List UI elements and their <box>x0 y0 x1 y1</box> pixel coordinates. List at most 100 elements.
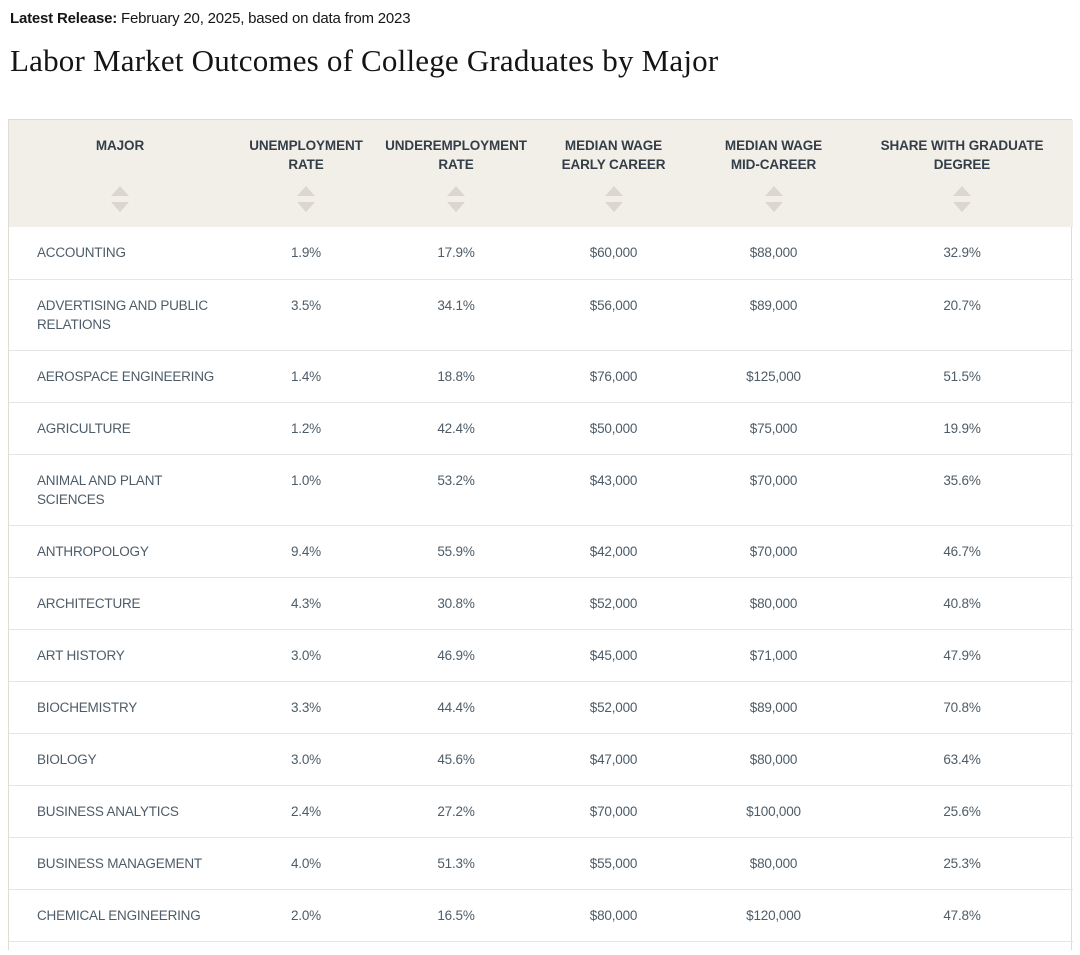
median-wage-early-career-cell: $50,000 <box>531 402 696 455</box>
underemployment-rate-cell: 34.1% <box>381 279 531 351</box>
unemployment-rate-cell: 1.4% <box>231 350 381 403</box>
unemployment-rate-cell: 1.2% <box>231 402 381 455</box>
unemployment-rate-cell: 3.0% <box>231 733 381 786</box>
sort-up-arrow[interactable] <box>953 186 971 196</box>
median-wage-early-career-cell: $80,000 <box>531 889 696 942</box>
share-with-graduate-degree-cell: 19.9% <box>851 402 1073 455</box>
median-wage-mid-career-cell: $88,000 <box>696 227 851 280</box>
column-header-label: SHARE WITH GRADUATE DEGREE <box>880 138 1044 172</box>
major-cell: ADVERTISING AND PUBLIC RELATIONS <box>9 279 231 351</box>
sort-control <box>401 186 511 212</box>
unemployment-rate-cell: 4.0% <box>231 837 381 890</box>
major-cell: ARCHITECTURE <box>9 577 231 630</box>
unemployment-rate-cell: 3.0% <box>231 629 381 682</box>
underemployment-rate-cell: 51.3% <box>381 837 531 890</box>
outcomes-table: MAJOR UNEMPLOYMENT RATE UNDEREMPLOYMENT RA… <box>8 119 1073 950</box>
share-with-graduate-degree-cell: 51.5% <box>851 350 1073 403</box>
table-row: BUSINESS ANALYTICS 2.4% 27.2% $70,000 $100,0… <box>9 785 1073 838</box>
underemployment-rate-cell: 44.4% <box>381 681 531 734</box>
sort-down-arrow[interactable] <box>764 202 783 212</box>
median-wage-mid-career-cell: $125,000 <box>696 350 851 403</box>
latest-release-line: Latest Release: February 20, 2025, based… <box>10 10 1080 28</box>
major-cell: ACCOUNTING <box>9 227 231 280</box>
column-header-label: UNEMPLOYMENT RATE <box>249 138 363 172</box>
median-wage-mid-career-cell: $80,000 <box>696 577 851 630</box>
sort-down-arrow[interactable] <box>111 202 129 212</box>
sort-up-arrow[interactable] <box>447 186 465 196</box>
sort-up-arrow[interactable] <box>604 186 623 196</box>
underemployment-rate-cell: 45.6% <box>381 733 531 786</box>
share-with-graduate-degree-cell: 20.7% <box>851 279 1073 351</box>
share-with-graduate-degree-cell: 25.6% <box>851 785 1073 838</box>
share-with-graduate-degree-cell: 47.8% <box>851 889 1073 942</box>
latest-release-text: February 20, 2025, based on data from 20… <box>117 10 411 27</box>
share-with-graduate-degree-cell: 63.4% <box>851 733 1073 786</box>
major-cell: BUSINESS ANALYTICS <box>9 785 231 838</box>
data-table: MAJOR UNEMPLOYMENT RATE UNDEREMPLOYMENT RA… <box>9 120 1073 942</box>
table-body: ACCOUNTING 1.9% 17.9% $60,000 $88,000 32.9% AD… <box>9 227 1073 942</box>
sort-up-arrow[interactable] <box>764 186 783 196</box>
column-header-share-with-graduate-degree[interactable]: SHARE WITH GRADUATE DEGREE <box>851 120 1073 227</box>
sort-down-arrow[interactable] <box>953 202 971 212</box>
column-header-unemployment-rate[interactable]: UNEMPLOYMENT RATE <box>231 120 381 227</box>
table-row: CHEMICAL ENGINEERING 2.0% 16.5% $80,000 $120… <box>9 889 1073 942</box>
unemployment-rate-cell: 4.3% <box>231 577 381 630</box>
sort-control <box>29 186 211 212</box>
sort-down-arrow[interactable] <box>447 202 465 212</box>
sort-control <box>716 186 831 212</box>
share-with-graduate-degree-cell: 32.9% <box>851 227 1073 280</box>
share-with-graduate-degree-cell: 70.8% <box>851 681 1073 734</box>
column-header-median-wage-mid-career[interactable]: MEDIAN WAGE MID-CAREER <box>696 120 851 227</box>
unemployment-rate-cell: 1.0% <box>231 454 381 526</box>
underemployment-rate-cell: 17.9% <box>381 227 531 280</box>
page-title: Labor Market Outcomes of College Graduat… <box>10 43 719 78</box>
median-wage-early-career-cell: $43,000 <box>531 454 696 526</box>
share-with-graduate-degree-cell: 40.8% <box>851 577 1073 630</box>
column-header-underemployment-rate[interactable]: UNDEREMPLOYMENT RATE <box>381 120 531 227</box>
column-header-label: MAJOR <box>95 138 145 153</box>
underemployment-rate-cell: 55.9% <box>381 525 531 578</box>
underemployment-rate-cell: 16.5% <box>381 889 531 942</box>
share-with-graduate-degree-cell: 46.7% <box>851 525 1073 578</box>
table-row: BIOCHEMISTRY 3.3% 44.4% $52,000 $89,000 70.8% <box>9 681 1073 734</box>
median-wage-early-career-cell: $55,000 <box>531 837 696 890</box>
column-header-median-wage-early-career[interactable]: MEDIAN WAGE EARLY CAREER <box>531 120 696 227</box>
column-header-label: MEDIAN WAGE MID-CAREER <box>724 138 823 172</box>
median-wage-mid-career-cell: $120,000 <box>696 889 851 942</box>
major-cell: ART HISTORY <box>9 629 231 682</box>
median-wage-early-career-cell: $52,000 <box>531 681 696 734</box>
median-wage-early-career-cell: $52,000 <box>531 577 696 630</box>
unemployment-rate-cell: 3.3% <box>231 681 381 734</box>
underemployment-rate-cell: 42.4% <box>381 402 531 455</box>
major-cell: ANTHROPOLOGY <box>9 525 231 578</box>
sort-up-arrow[interactable] <box>297 186 315 196</box>
median-wage-early-career-cell: $42,000 <box>531 525 696 578</box>
share-with-graduate-degree-cell: 35.6% <box>851 454 1073 526</box>
table-row: BUSINESS MANAGEMENT 4.0% 51.3% $55,000 $80,0… <box>9 837 1073 890</box>
sort-down-arrow[interactable] <box>604 202 623 212</box>
table-row: ADVERTISING AND PUBLIC RELATIONS 3.5% 34.1… <box>9 279 1073 351</box>
major-cell: BIOLOGY <box>9 733 231 786</box>
table-row: ARCHITECTURE 4.3% 30.8% $52,000 $80,000 40.8% <box>9 577 1073 630</box>
median-wage-early-career-cell: $47,000 <box>531 733 696 786</box>
median-wage-mid-career-cell: $71,000 <box>696 629 851 682</box>
share-with-graduate-degree-cell: 47.9% <box>851 629 1073 682</box>
median-wage-early-career-cell: $45,000 <box>531 629 696 682</box>
table-row: ANTHROPOLOGY 9.4% 55.9% $42,000 $70,000 46.7% <box>9 525 1073 578</box>
sort-up-arrow[interactable] <box>111 186 129 196</box>
median-wage-mid-career-cell: $89,000 <box>696 681 851 734</box>
sort-control <box>551 186 676 212</box>
column-header-major[interactable]: MAJOR <box>9 120 231 227</box>
unemployment-rate-cell: 3.5% <box>231 279 381 351</box>
table-row: BIOLOGY 3.0% 45.6% $47,000 $80,000 63.4% <box>9 733 1073 786</box>
median-wage-early-career-cell: $56,000 <box>531 279 696 351</box>
table-row: AGRICULTURE 1.2% 42.4% $50,000 $75,000 19.9% <box>9 402 1073 455</box>
sort-control <box>251 186 361 212</box>
underemployment-rate-cell: 53.2% <box>381 454 531 526</box>
median-wage-mid-career-cell: $80,000 <box>696 837 851 890</box>
table-row: ANIMAL AND PLANT SCIENCES 1.0% 53.2% $43,00… <box>9 454 1073 526</box>
median-wage-mid-career-cell: $70,000 <box>696 454 851 526</box>
median-wage-mid-career-cell: $80,000 <box>696 733 851 786</box>
major-cell: CHEMICAL ENGINEERING <box>9 889 231 942</box>
sort-down-arrow[interactable] <box>297 202 315 212</box>
